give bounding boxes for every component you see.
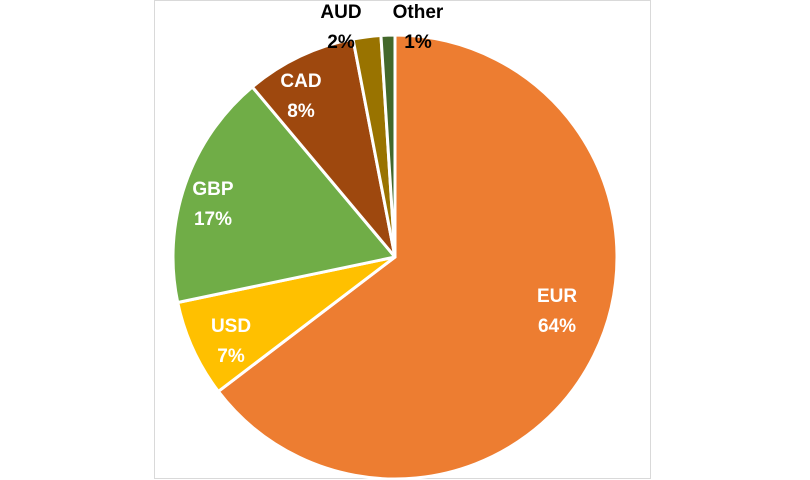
data-label-aud: AUD 2% xyxy=(320,2,361,53)
percent-label: 2% xyxy=(327,32,355,53)
pie-slice-other xyxy=(379,33,397,259)
category-label: AUD xyxy=(320,2,361,23)
data-label-other: Other 1% xyxy=(393,2,444,53)
category-label: CAD xyxy=(280,71,321,92)
data-label-cad: CAD 8% xyxy=(280,71,321,122)
pie-slice-gbp xyxy=(171,85,397,304)
category-label: USD xyxy=(211,316,251,337)
data-label-eur: EUR 64% xyxy=(537,286,577,337)
percent-label: 8% xyxy=(287,101,315,122)
pie-slice-cad xyxy=(250,37,397,259)
data-label-gbp: GBP 17% xyxy=(192,179,234,230)
percent-label: 64% xyxy=(538,316,576,337)
category-label: Other xyxy=(393,2,444,23)
percent-label: 17% xyxy=(194,209,232,230)
pie-labels: EUR 64% USD 7% GBP 17% CAD 8% AUD 2% Other 1% xyxy=(192,2,577,367)
percent-label: 1% xyxy=(404,32,432,53)
data-label-usd: USD 7% xyxy=(211,316,251,367)
percent-label: 7% xyxy=(217,346,245,367)
category-label: EUR xyxy=(537,286,577,307)
pie-slice-eur xyxy=(216,33,619,480)
category-label: GBP xyxy=(192,179,234,200)
pie-slices xyxy=(171,33,619,480)
